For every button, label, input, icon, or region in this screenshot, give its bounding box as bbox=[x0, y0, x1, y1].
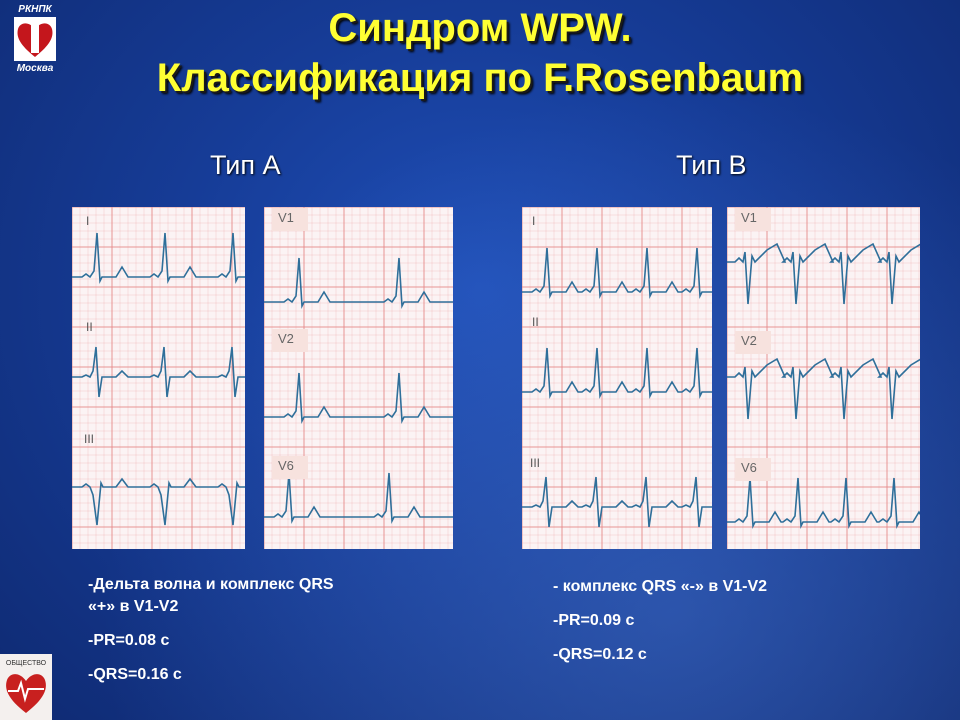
type-b-heading: Тип В bbox=[676, 150, 747, 180]
ecg-trace-a-V2 bbox=[264, 372, 453, 425]
slide-title-line2: Классификация по F.Rosenbaum bbox=[156, 56, 804, 100]
ecg-type-b-limb-leads bbox=[522, 207, 712, 549]
rknpk-logo: РКНПК Москва bbox=[6, 4, 64, 74]
lead-label-b-V1: V1 bbox=[735, 208, 771, 231]
lead-label-a-V1: V1 bbox=[272, 208, 308, 231]
type-b-desc-pr: -PR=0.09 с bbox=[553, 612, 635, 629]
type-a-desc-line1: -Дельта волна и комплекс QRS bbox=[88, 576, 334, 593]
logo-city-text: Москва bbox=[16, 63, 54, 74]
ecg-trace-a-II bbox=[72, 346, 245, 398]
ecg-trace-b-III bbox=[522, 476, 712, 528]
lead-label-b-III: III bbox=[530, 456, 541, 470]
ecg-type-a-limb-leads bbox=[72, 207, 245, 549]
ecg-type-b-chest-leads bbox=[727, 207, 920, 549]
lead-label-a-II: II bbox=[86, 320, 93, 334]
type-a-description: -Дельта волна и комплекс QRS «+» в V1-V2… bbox=[88, 574, 334, 686]
type-b-desc-qrs: -QRS=0.12 с bbox=[553, 646, 647, 663]
ecg-trace-b-V1 bbox=[727, 242, 920, 305]
logo-org-text: РКНПК bbox=[18, 4, 52, 15]
type-b-description: - комплекс QRS «-» в V1-V2 -PR=0.09 с -Q… bbox=[553, 576, 767, 666]
lead-label-b-V2: V2 bbox=[735, 331, 771, 354]
lead-label-b-II: II bbox=[532, 315, 539, 329]
ecg-trace-b-V6 bbox=[727, 477, 920, 530]
type-a-heading: Тип А bbox=[210, 150, 281, 180]
heart-logo-icon bbox=[14, 17, 56, 61]
type-a-desc-pr: -PR=0.08 с bbox=[88, 632, 170, 649]
ecg-trace-a-V1 bbox=[264, 257, 453, 310]
society-emblem: ОБЩЕСТВО bbox=[0, 654, 52, 720]
ecg-trace-b-V2 bbox=[727, 357, 920, 420]
slide-title-line1: Синдром WPW. bbox=[328, 6, 632, 50]
lead-label-b-I: I bbox=[532, 214, 536, 228]
lead-label-a-V6: V6 bbox=[272, 456, 308, 479]
ecg-trace-b-I bbox=[522, 247, 712, 300]
ecg-trace-a-V6 bbox=[264, 472, 453, 525]
ecg-trace-b-II bbox=[522, 347, 712, 400]
lead-label-a-V2: V2 bbox=[272, 329, 308, 352]
lead-label-a-I: I bbox=[86, 214, 90, 228]
lead-label-b-V6: V6 bbox=[735, 458, 771, 481]
lead-label-a-III: III bbox=[84, 432, 95, 446]
ecg-type-a-chest-leads bbox=[264, 207, 453, 549]
ecg-trace-a-I bbox=[72, 232, 245, 285]
society-emblem-icon bbox=[6, 674, 46, 713]
ecg-trace-a-III bbox=[72, 477, 245, 526]
type-b-desc-line1: - комплекс QRS «-» в V1-V2 bbox=[553, 578, 768, 595]
society-emblem-text: ОБЩЕСТВО bbox=[5, 660, 47, 667]
type-a-desc-qrs: -QRS=0.16 с bbox=[88, 666, 182, 683]
type-a-desc-line2: «+» в V1-V2 bbox=[88, 598, 179, 615]
